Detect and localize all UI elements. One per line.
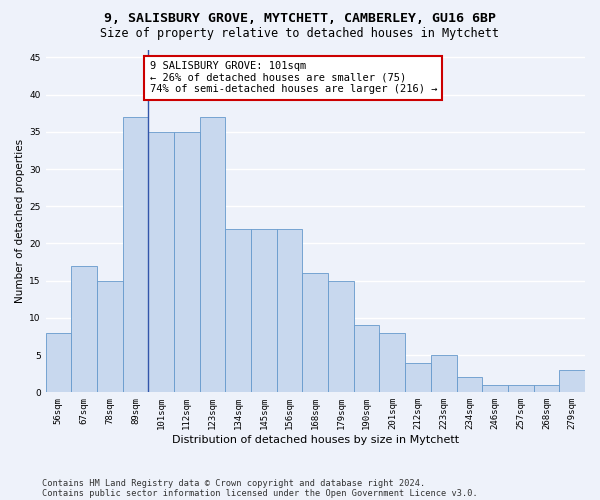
Bar: [200, 117, 226, 392]
Bar: [354, 326, 379, 392]
Bar: [46, 333, 71, 392]
Bar: [226, 228, 251, 392]
Bar: [533, 385, 559, 392]
Bar: [148, 132, 174, 392]
Bar: [559, 370, 585, 392]
X-axis label: Distribution of detached houses by size in Mytchett: Distribution of detached houses by size …: [172, 435, 459, 445]
Bar: [405, 362, 431, 392]
Y-axis label: Number of detached properties: Number of detached properties: [15, 139, 25, 303]
Bar: [277, 228, 302, 392]
Text: Contains public sector information licensed under the Open Government Licence v3: Contains public sector information licen…: [42, 488, 478, 498]
Bar: [482, 385, 508, 392]
Text: Contains HM Land Registry data © Crown copyright and database right 2024.: Contains HM Land Registry data © Crown c…: [42, 478, 425, 488]
Bar: [328, 280, 354, 392]
Bar: [122, 117, 148, 392]
Bar: [97, 280, 122, 392]
Bar: [508, 385, 533, 392]
Bar: [71, 266, 97, 392]
Text: 9, SALISBURY GROVE, MYTCHETT, CAMBERLEY, GU16 6BP: 9, SALISBURY GROVE, MYTCHETT, CAMBERLEY,…: [104, 12, 496, 26]
Text: 9 SALISBURY GROVE: 101sqm
← 26% of detached houses are smaller (75)
74% of semi-: 9 SALISBURY GROVE: 101sqm ← 26% of detac…: [149, 61, 437, 94]
Text: Size of property relative to detached houses in Mytchett: Size of property relative to detached ho…: [101, 28, 499, 40]
Bar: [302, 274, 328, 392]
Bar: [174, 132, 200, 392]
Bar: [251, 228, 277, 392]
Bar: [457, 378, 482, 392]
Bar: [379, 333, 405, 392]
Bar: [431, 355, 457, 393]
